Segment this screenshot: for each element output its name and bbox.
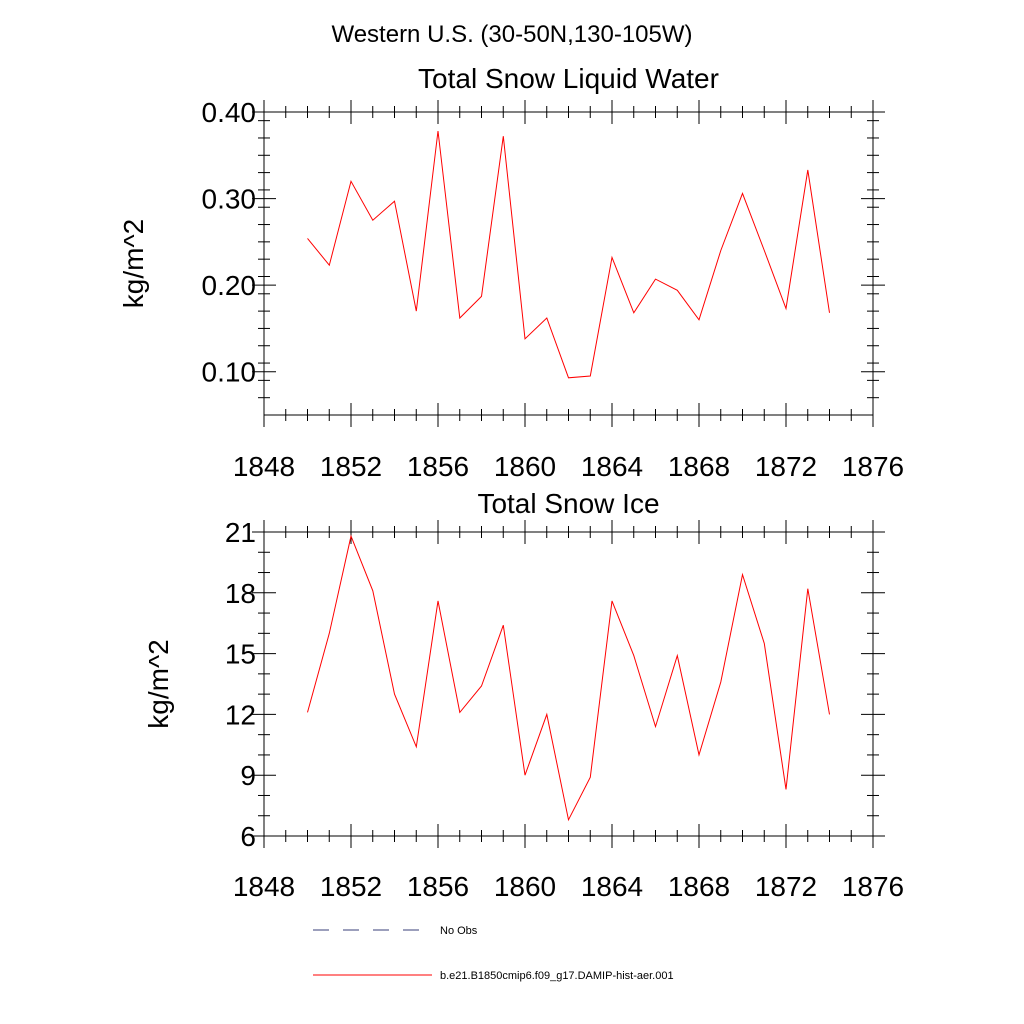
chart1-x-tick-label: 1872 bbox=[755, 451, 817, 482]
chart-snow-ice: Total Snow Ice kg/m^2 1848 1852 1856 1860 1864… bbox=[143, 488, 904, 902]
chart1-x-tick-label: 1856 bbox=[407, 451, 469, 482]
chart2-y-tick-label: 9 bbox=[240, 760, 256, 791]
chart2-plot-frame bbox=[263, 531, 874, 837]
legend-label-model-run: b.e21.B1850cmip6.f09_g17.DAMIP-hist-aer.… bbox=[440, 970, 674, 982]
chart2-x-tick-label: 1848 bbox=[233, 871, 295, 902]
chart1-y-tick-label: 0.10 bbox=[202, 357, 257, 388]
chart2-x-tick-label: 1852 bbox=[320, 871, 382, 902]
legend: No Obs b.e21.B1850cmip6.f09_g17.DAMIP-hi… bbox=[313, 925, 674, 982]
chart2-y-tick-label: 15 bbox=[225, 639, 256, 670]
chart2-y-tick-label: 12 bbox=[225, 699, 256, 730]
chart2-x-tick-label: 1864 bbox=[581, 871, 643, 902]
chart-snow-liquid-water: Total Snow Liquid Water kg/m^2 1848 1852 185… bbox=[118, 63, 904, 482]
chart2-y-tick-label: 18 bbox=[225, 578, 256, 609]
chart2-x-tick-label: 1876 bbox=[842, 871, 904, 902]
chart1-y-tick-label: 0.20 bbox=[202, 270, 257, 301]
chart1-x-tick-label: 1864 bbox=[581, 451, 643, 482]
chart2-title: Total Snow Ice bbox=[477, 488, 659, 519]
chart2-x-tick-label: 1872 bbox=[755, 871, 817, 902]
chart1-x-tick-label: 1868 bbox=[668, 451, 730, 482]
chart1-x-tick-label: 1876 bbox=[842, 451, 904, 482]
chart1-x-tick-label: 1848 bbox=[233, 451, 295, 482]
chart1-title: Total Snow Liquid Water bbox=[418, 63, 719, 94]
chart1-y-axis-label: kg/m^2 bbox=[118, 219, 149, 308]
legend-label-no-obs: No Obs bbox=[440, 925, 478, 937]
chart2-y-tick-label: 21 bbox=[225, 517, 256, 548]
chart2-y-axis-label: kg/m^2 bbox=[143, 639, 174, 728]
chart2-series-line bbox=[307, 534, 830, 822]
chart2-x-tick-label: 1868 bbox=[668, 871, 730, 902]
chart1-y-tick-label: 0.30 bbox=[202, 184, 257, 215]
chart2-x-tick-label: 1860 bbox=[494, 871, 556, 902]
chart1-x-tick-label: 1860 bbox=[494, 451, 556, 482]
chart1-plot-frame bbox=[263, 111, 874, 416]
chart2-y-tick-label: 6 bbox=[240, 821, 256, 852]
chart1-series-line bbox=[307, 130, 830, 379]
chart1-y-tick-label: 0.40 bbox=[202, 97, 257, 128]
chart2-x-tick-label: 1856 bbox=[407, 871, 469, 902]
region-title: Western U.S. (30-50N,130-105W) bbox=[331, 21, 692, 48]
chart1-x-tick-label: 1852 bbox=[320, 451, 382, 482]
